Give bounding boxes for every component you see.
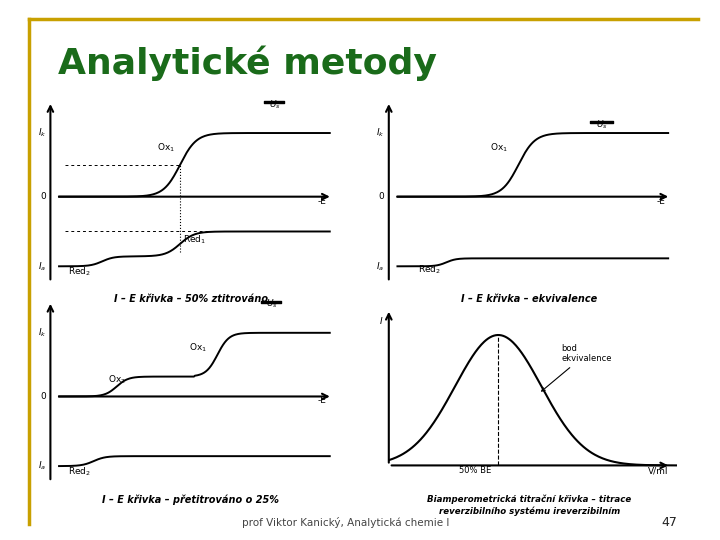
Text: Ox$_2$: Ox$_2$ — [108, 374, 126, 386]
Text: Red$_2$: Red$_2$ — [68, 265, 91, 278]
Text: $I_a$: $I_a$ — [38, 460, 46, 472]
Text: Ox$_1$: Ox$_1$ — [490, 142, 508, 154]
Text: $I_a$: $I_a$ — [377, 260, 384, 273]
Text: Red$_2$: Red$_2$ — [418, 264, 441, 276]
Text: Ox$_1$: Ox$_1$ — [189, 342, 207, 354]
Text: $I_k$: $I_k$ — [37, 127, 46, 139]
Text: $I$: $I$ — [379, 315, 383, 327]
Text: -E: -E — [318, 396, 327, 406]
Text: Red$_1$: Red$_1$ — [183, 233, 206, 246]
Text: Analytické metody: Analytické metody — [58, 46, 436, 82]
Text: Red$_2$: Red$_2$ — [68, 465, 91, 477]
Text: 0: 0 — [379, 192, 384, 201]
Text: $U_s$: $U_s$ — [266, 298, 278, 310]
Text: 47: 47 — [662, 516, 678, 529]
Text: $I_k$: $I_k$ — [37, 327, 46, 339]
Text: I – E křivka – ekvivalence: I – E křivka – ekvivalence — [461, 294, 598, 305]
Text: I – E křivka – 50% ztitrováno: I – E křivka – 50% ztitrováno — [114, 294, 268, 305]
Text: 0: 0 — [40, 392, 46, 401]
Text: 0: 0 — [40, 192, 46, 201]
Text: bod
ekvivalence: bod ekvivalence — [541, 343, 612, 391]
Text: prof Viktor Kanický, Analytická chemie I: prof Viktor Kanický, Analytická chemie I — [242, 517, 449, 528]
Text: $U_s$: $U_s$ — [269, 98, 281, 111]
Text: 50% BE: 50% BE — [459, 465, 491, 475]
Text: $I_k$: $I_k$ — [376, 127, 384, 139]
Text: Ox$_1$: Ox$_1$ — [157, 142, 175, 154]
Text: $U_s$: $U_s$ — [596, 118, 608, 131]
Text: I – E křivka – přetitrováno o 25%: I – E křivka – přetitrováno o 25% — [102, 494, 279, 504]
Text: Biamperometrická titrační křivka – titrace
reverzibilního systému ireverzibilním: Biamperometrická titrační křivka – titra… — [427, 494, 631, 516]
Text: $I_a$: $I_a$ — [38, 260, 46, 273]
Text: V/ml: V/ml — [648, 467, 668, 476]
Text: -E: -E — [318, 197, 327, 206]
Text: -E: -E — [657, 197, 665, 206]
